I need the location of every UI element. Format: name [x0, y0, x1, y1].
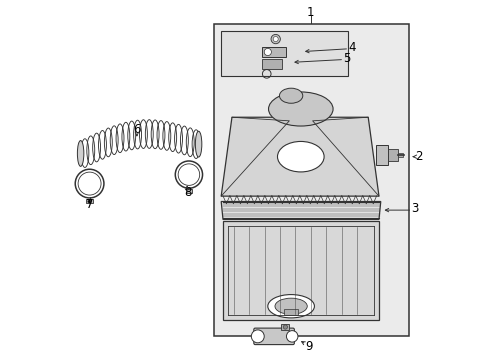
Text: 1: 1: [306, 6, 314, 19]
Polygon shape: [221, 117, 378, 196]
Text: 3: 3: [410, 202, 418, 215]
Bar: [397, 153, 403, 157]
Text: 7: 7: [86, 198, 93, 211]
Bar: [86, 199, 93, 203]
Bar: [262, 59, 282, 69]
Ellipse shape: [267, 294, 314, 318]
Ellipse shape: [277, 141, 324, 172]
Ellipse shape: [279, 88, 302, 103]
Bar: [281, 324, 289, 329]
Bar: [387, 149, 397, 161]
Text: 4: 4: [347, 41, 355, 54]
Ellipse shape: [195, 131, 202, 157]
Bar: [214, 24, 408, 336]
Bar: [284, 309, 298, 315]
Ellipse shape: [274, 298, 306, 314]
Bar: [376, 145, 387, 165]
Ellipse shape: [77, 140, 83, 166]
Bar: [221, 31, 348, 76]
Text: 9: 9: [305, 340, 312, 353]
Circle shape: [88, 200, 91, 203]
Circle shape: [283, 325, 287, 329]
Circle shape: [286, 330, 297, 342]
Polygon shape: [221, 202, 380, 220]
Circle shape: [273, 37, 278, 41]
Ellipse shape: [268, 92, 332, 126]
Bar: [262, 46, 285, 57]
Circle shape: [251, 330, 264, 343]
FancyBboxPatch shape: [253, 328, 294, 345]
Text: 5: 5: [342, 51, 350, 64]
Polygon shape: [223, 221, 378, 320]
Circle shape: [270, 35, 280, 44]
Bar: [185, 189, 192, 193]
Circle shape: [264, 48, 271, 55]
Text: 6: 6: [133, 123, 141, 136]
Text: 2: 2: [414, 150, 421, 163]
Text: 8: 8: [184, 186, 191, 199]
